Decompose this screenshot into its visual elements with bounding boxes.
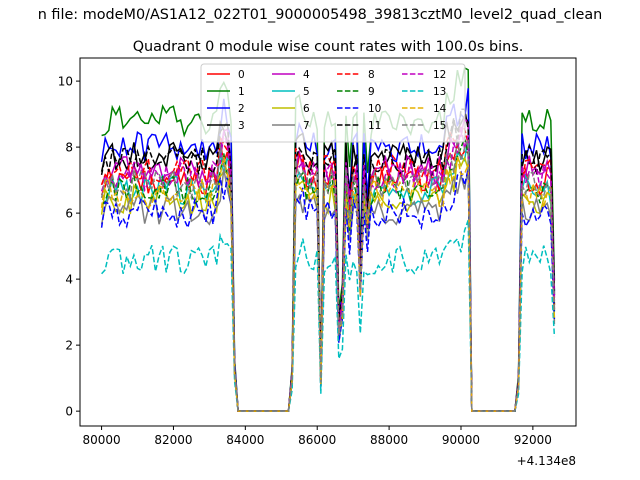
legend-label: 9	[368, 86, 375, 98]
legend-label: 8	[368, 69, 375, 81]
x-axis: 80000 82000 84000 86000 88000 90000 92000	[82, 426, 552, 447]
legend-label: 10	[368, 103, 381, 115]
legend-label: 5	[303, 86, 310, 98]
figure-suptitle: n file: modeM0/AS1A12_022T01_9000005498_…	[38, 7, 603, 23]
plot-frame	[79, 57, 577, 427]
y-tick-label: 0	[65, 405, 73, 419]
y-tick-label: 10	[58, 75, 73, 89]
y-tick-label: 2	[65, 339, 73, 353]
series-line-13	[101, 219, 556, 412]
y-tick-label: 8	[65, 141, 73, 155]
x-tick-label: 92000	[514, 433, 552, 447]
x-offset-label: +4.134e8	[517, 454, 576, 468]
x-tick-label: 84000	[226, 433, 264, 447]
chart-title: Quadrant 0 module wise count rates with …	[133, 39, 524, 55]
legend-label: 14	[433, 103, 447, 115]
legend-label: 15	[433, 120, 446, 132]
x-tick-label: 86000	[298, 433, 336, 447]
legend-label: 6	[303, 103, 310, 115]
series-line-12	[100, 125, 556, 412]
legend-label: 11	[368, 120, 381, 132]
legend-label: 1	[238, 86, 245, 98]
x-tick-label: 82000	[154, 433, 192, 447]
legend-label: 13	[433, 86, 446, 98]
series-line-15	[100, 138, 556, 412]
x-tick-label: 88000	[370, 433, 408, 447]
series-layer	[100, 66, 556, 412]
series-line-14	[100, 156, 556, 412]
series-line-8	[100, 126, 556, 412]
legend-label: 3	[238, 120, 245, 132]
y-tick-label: 6	[65, 207, 73, 221]
legend-label: 7	[303, 120, 310, 132]
series-line-4	[100, 114, 556, 412]
legend-box	[200, 63, 466, 143]
x-tick-label: 80000	[82, 433, 120, 447]
legend-label: 2	[238, 103, 245, 115]
legend-label: 4	[303, 69, 310, 81]
x-tick-label: 90000	[442, 433, 480, 447]
series-line-6	[100, 155, 556, 412]
legend-label: 0	[238, 69, 245, 81]
y-axis: 0 2 4 6 8 10	[58, 75, 80, 419]
legend-label: 12	[433, 69, 446, 81]
series-line-3	[100, 114, 556, 412]
y-tick-label: 4	[65, 273, 73, 287]
